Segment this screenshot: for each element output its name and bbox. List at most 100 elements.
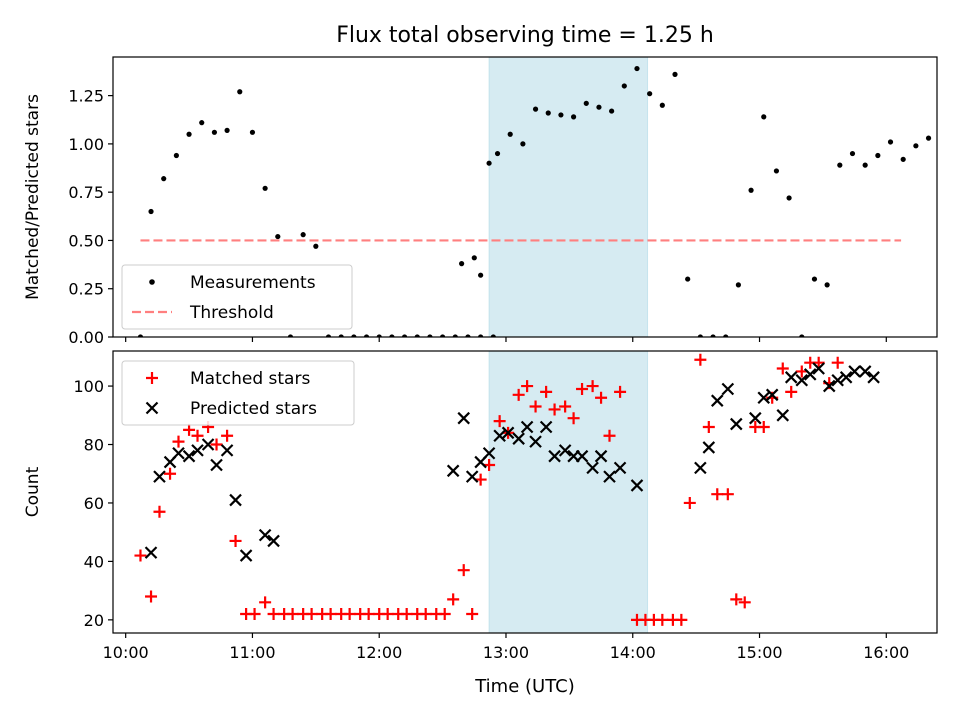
data-point bbox=[210, 458, 223, 472]
data-point bbox=[145, 590, 158, 603]
data-point bbox=[697, 334, 703, 337]
data-point bbox=[478, 272, 484, 278]
data-point bbox=[867, 371, 880, 384]
data-point bbox=[586, 461, 599, 475]
data-point bbox=[248, 608, 261, 621]
data-point bbox=[440, 334, 446, 337]
data-point bbox=[401, 334, 408, 337]
axes-frame bbox=[112, 56, 938, 338]
data-point bbox=[683, 496, 696, 509]
data-point bbox=[837, 162, 843, 168]
data-point bbox=[609, 108, 615, 114]
data-point bbox=[507, 131, 513, 137]
data-point bbox=[710, 394, 724, 407]
data-point bbox=[457, 411, 471, 425]
data-point bbox=[672, 71, 678, 77]
data-point bbox=[305, 608, 318, 621]
data-point bbox=[576, 382, 589, 395]
data-point bbox=[211, 129, 218, 135]
data-point bbox=[784, 371, 798, 384]
data-point bbox=[710, 334, 716, 337]
data-point bbox=[675, 613, 688, 626]
data-point bbox=[134, 549, 147, 562]
legend-label: Threshold bbox=[189, 303, 274, 323]
data-point bbox=[286, 608, 299, 621]
data-point bbox=[229, 493, 242, 507]
series-matched-stars bbox=[134, 353, 844, 626]
data-point bbox=[831, 356, 844, 369]
data-point bbox=[824, 282, 830, 288]
y-tick-label: 0.75 bbox=[68, 183, 104, 202]
data-point bbox=[532, 106, 539, 112]
data-point bbox=[313, 243, 319, 249]
series-predicted-stars bbox=[144, 362, 880, 562]
data-point bbox=[201, 438, 215, 451]
data-point bbox=[182, 449, 196, 463]
top-panel: 0.00 0.25 0.50 0.75 1.00 1.25 Matched/Predicte… bbox=[23, 56, 938, 347]
data-point bbox=[858, 365, 872, 378]
plot-area bbox=[137, 65, 932, 337]
data-point bbox=[545, 110, 551, 116]
data-point bbox=[603, 429, 616, 442]
data-point bbox=[773, 168, 780, 174]
data-point bbox=[376, 334, 382, 337]
data-point bbox=[558, 444, 572, 457]
data-point bbox=[748, 187, 754, 193]
data-point bbox=[595, 391, 608, 404]
data-point bbox=[613, 461, 627, 475]
data-point bbox=[596, 104, 602, 110]
data-point bbox=[419, 608, 432, 621]
data-point bbox=[803, 368, 817, 381]
data-point bbox=[520, 420, 534, 434]
y-tick-label: 1.00 bbox=[68, 135, 104, 154]
data-point bbox=[300, 232, 306, 238]
data-point bbox=[220, 444, 234, 457]
data-point bbox=[570, 114, 577, 120]
series-measurements bbox=[137, 65, 932, 337]
data-point bbox=[172, 435, 185, 448]
data-point bbox=[583, 100, 589, 106]
data-point bbox=[183, 423, 196, 436]
data-point bbox=[685, 276, 691, 282]
data-point bbox=[466, 608, 479, 621]
legend-marker bbox=[149, 279, 155, 285]
data-point bbox=[711, 488, 724, 501]
data-point bbox=[659, 102, 665, 108]
data-point bbox=[721, 488, 734, 501]
data-point bbox=[362, 608, 375, 621]
data-point bbox=[603, 470, 616, 483]
data-point bbox=[539, 420, 553, 434]
data-point bbox=[630, 479, 644, 492]
legend: Matched stars Predicted stars bbox=[121, 360, 355, 426]
data-point bbox=[153, 470, 166, 483]
x-tick-label: 16:00 bbox=[863, 643, 909, 662]
data-point bbox=[229, 534, 242, 547]
data-point bbox=[776, 409, 790, 422]
data-point bbox=[414, 334, 420, 337]
data-point bbox=[148, 208, 154, 215]
data-point bbox=[634, 65, 640, 72]
legend-marker bbox=[146, 372, 158, 384]
data-point bbox=[173, 152, 179, 159]
data-point bbox=[490, 334, 496, 337]
data-point bbox=[730, 417, 743, 431]
data-point bbox=[875, 152, 881, 159]
legend-box bbox=[121, 264, 353, 330]
data-point bbox=[520, 141, 526, 147]
legend-label: Measurements bbox=[190, 273, 316, 293]
data-point bbox=[761, 114, 767, 120]
data-point bbox=[137, 334, 144, 337]
data-point bbox=[465, 334, 471, 337]
data-point bbox=[446, 464, 460, 478]
data-point bbox=[465, 470, 479, 483]
data-point bbox=[471, 255, 477, 261]
data-point bbox=[799, 334, 805, 337]
data-point bbox=[811, 276, 818, 282]
data-point bbox=[249, 129, 256, 135]
data-point bbox=[512, 432, 525, 445]
data-point bbox=[172, 447, 185, 460]
data-point bbox=[529, 435, 542, 448]
data-point bbox=[862, 162, 868, 168]
y-axis-label: Matched/Predicted stars bbox=[23, 94, 43, 300]
